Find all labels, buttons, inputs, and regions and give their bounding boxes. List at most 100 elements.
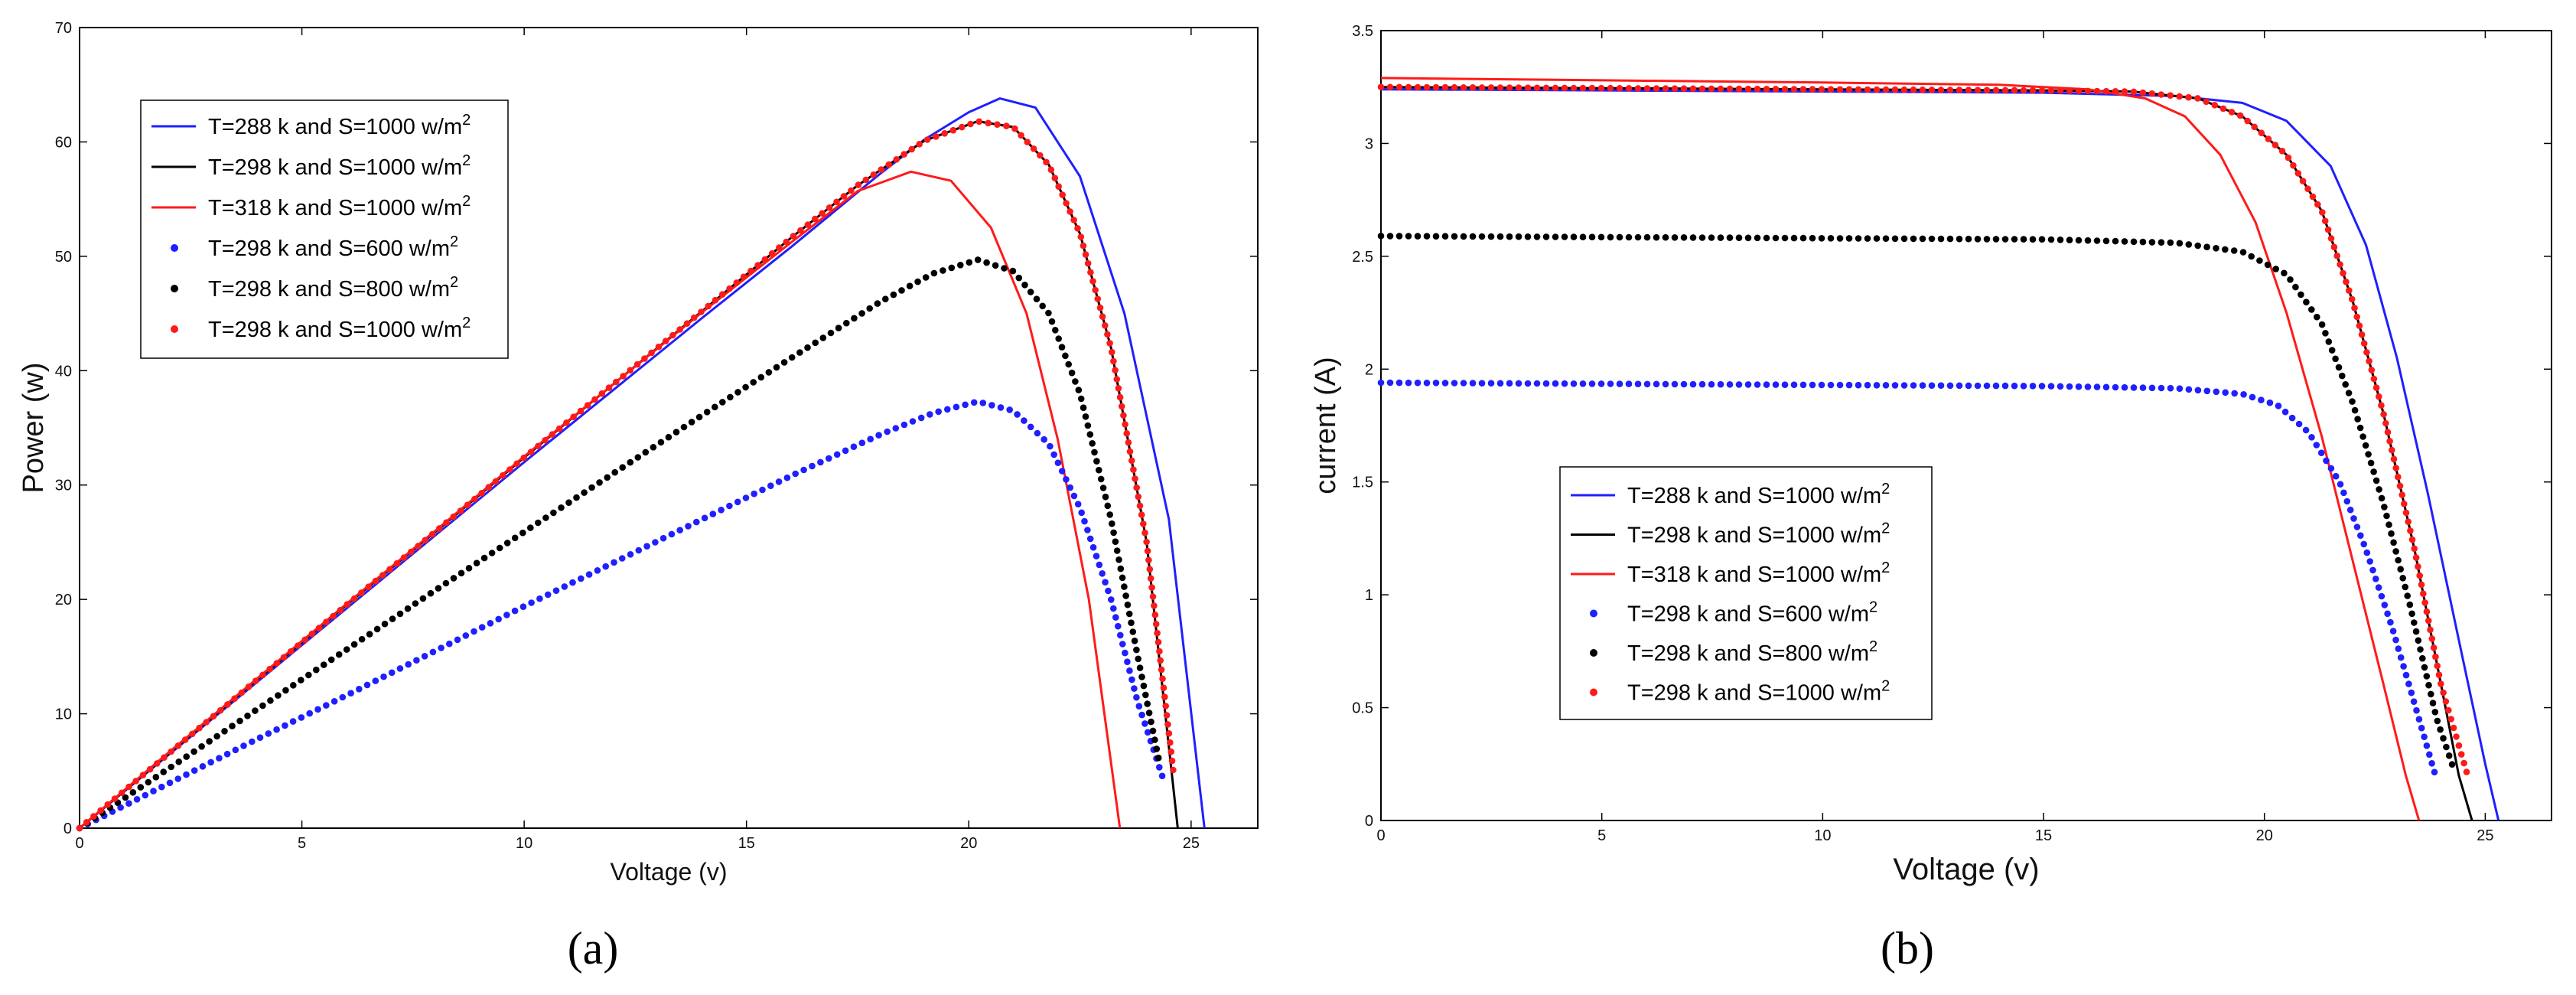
- data-point: [496, 544, 503, 552]
- data-point: [1818, 86, 1825, 93]
- data-point: [2330, 243, 2338, 251]
- x-tick-label: 25: [1183, 835, 1200, 852]
- data-point: [1024, 139, 1031, 145]
- data-point: [282, 687, 289, 694]
- data-point: [1634, 85, 1642, 92]
- data-point: [408, 548, 415, 556]
- legend-item: T=298 k and S=800 w/m2: [171, 274, 458, 302]
- data-point: [413, 657, 420, 664]
- data-point: [1597, 380, 1605, 387]
- data-point: [1717, 85, 1724, 93]
- data-point: [2378, 592, 2385, 600]
- y-tick-label: 50: [55, 249, 72, 266]
- data-point: [1625, 380, 1633, 387]
- data-point: [471, 495, 478, 503]
- data-point: [1084, 422, 1092, 429]
- data-point: [875, 432, 882, 439]
- data-point: [2332, 472, 2340, 480]
- data-point: [2354, 416, 2361, 422]
- data-point: [2440, 689, 2447, 696]
- data-point: [327, 656, 335, 664]
- data-point: [1054, 459, 1062, 466]
- data-point: [627, 458, 634, 466]
- data-point: [1809, 86, 1816, 93]
- data-point: [2038, 86, 2046, 94]
- data-point: [1144, 729, 1151, 736]
- data-point: [2351, 406, 2359, 414]
- legend-item: T=298 k and S=1000 w/m2: [171, 315, 471, 342]
- data-point: [2011, 86, 2018, 94]
- data-point: [2148, 384, 2156, 392]
- data-point: [2450, 724, 2457, 732]
- data-point: [1441, 380, 1449, 387]
- data-point: [1158, 666, 1165, 674]
- data-point: [2011, 382, 2018, 390]
- data-point: [1080, 242, 1087, 250]
- data-point: [458, 569, 465, 577]
- data-point: [245, 683, 252, 690]
- data-point: [742, 383, 749, 391]
- legend-label-text: T=298 k and S=600 w/m: [1627, 602, 1869, 627]
- data-point: [1937, 382, 1945, 390]
- data-point: [137, 784, 145, 791]
- data-point: [415, 543, 422, 550]
- data-point: [2308, 306, 2315, 313]
- data-point: [1946, 86, 1954, 93]
- data-point: [2405, 680, 2412, 687]
- data-point: [688, 419, 695, 426]
- data-point: [1910, 235, 1917, 243]
- data-point: [709, 511, 717, 517]
- data-point: [2295, 420, 2303, 428]
- data-point: [2337, 481, 2344, 488]
- data-point: [2356, 322, 2363, 329]
- data-point: [2292, 283, 2299, 291]
- data-point: [642, 449, 650, 456]
- data-point: [618, 555, 626, 562]
- data-point: [2066, 383, 2073, 390]
- data-point: [1597, 84, 1605, 92]
- y-tick-label: 1.5: [1352, 475, 1373, 491]
- data-point: [1570, 233, 1578, 240]
- data-point: [890, 291, 897, 298]
- data-point: [511, 607, 519, 615]
- series-dots-4: [1377, 233, 2456, 768]
- data-point: [480, 554, 488, 562]
- data-point: [1616, 380, 1623, 387]
- data-point: [2321, 217, 2329, 225]
- data-point: [2304, 185, 2311, 192]
- data-point: [1135, 493, 1142, 501]
- legend-label: T=298 k and S=600 w/m2: [1627, 599, 1877, 627]
- data-point: [2121, 238, 2128, 245]
- data-point: [983, 259, 990, 266]
- data-point: [1030, 145, 1037, 152]
- data-point: [1130, 466, 1137, 473]
- data-point: [578, 575, 585, 582]
- data-point: [1726, 234, 1734, 241]
- data-point: [1441, 83, 1449, 91]
- data-point: [2418, 724, 2425, 732]
- data-point: [519, 603, 527, 610]
- data-point: [992, 262, 999, 269]
- data-point: [1122, 421, 1128, 428]
- data-point: [1027, 289, 1034, 295]
- data-point: [462, 632, 470, 639]
- data-point: [2399, 491, 2405, 498]
- data-point: [727, 393, 734, 401]
- data-point: [726, 285, 733, 292]
- data-point: [1744, 85, 1752, 93]
- data-point: [2360, 540, 2367, 548]
- legend-dot-swatch: [1590, 688, 1597, 696]
- data-point: [2390, 539, 2397, 546]
- data-point: [594, 567, 601, 574]
- series-line-2: [1380, 77, 2421, 821]
- data-point: [244, 713, 251, 719]
- data-point: [933, 133, 940, 140]
- data-point: [1136, 664, 1144, 671]
- data-point: [1006, 406, 1013, 413]
- data-point: [892, 425, 900, 432]
- data-point: [373, 625, 381, 633]
- legend-label-text: T=288 k and S=1000 w/m: [208, 115, 462, 139]
- data-point: [698, 308, 705, 315]
- data-point: [1956, 382, 1963, 390]
- data-point: [174, 775, 181, 782]
